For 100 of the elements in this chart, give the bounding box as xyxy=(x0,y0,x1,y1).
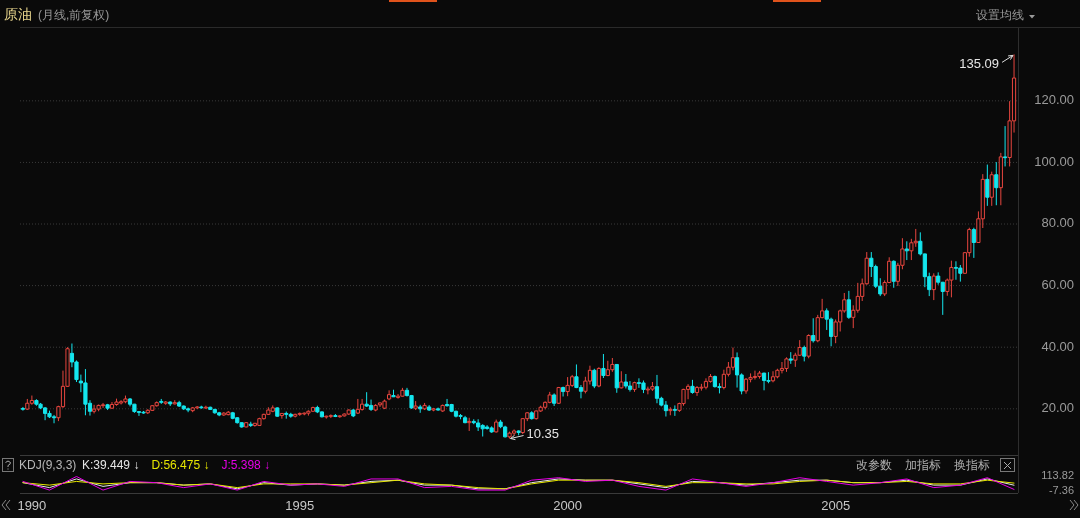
candlestick xyxy=(413,400,418,411)
candlestick xyxy=(601,353,606,379)
candlestick xyxy=(761,372,767,391)
candlestick xyxy=(123,395,128,404)
candlestick xyxy=(592,368,597,389)
candlestick xyxy=(694,385,700,397)
y-tick-label: 60.00 xyxy=(1041,277,1074,293)
candlestick xyxy=(672,404,677,417)
candlestick xyxy=(743,377,749,395)
candlestick xyxy=(418,404,423,414)
candlestick xyxy=(467,417,472,432)
candlestick xyxy=(458,413,463,420)
candlestick xyxy=(802,345,807,362)
candlestick xyxy=(293,413,298,418)
candlestick xyxy=(971,227,976,259)
candlestick xyxy=(257,417,262,427)
candlestick xyxy=(360,398,365,412)
candlestick xyxy=(779,361,785,374)
candlestick xyxy=(105,403,110,411)
candlestick xyxy=(373,403,378,412)
candlestick xyxy=(217,411,222,417)
candlestick xyxy=(391,389,396,398)
candlestick xyxy=(333,413,338,418)
candlestick xyxy=(83,368,88,416)
chart-subtitle: (月线,前复权) xyxy=(38,8,110,22)
candlestick xyxy=(529,410,534,421)
candlestick xyxy=(284,411,289,420)
candlestick xyxy=(511,428,517,437)
candlestick xyxy=(565,376,570,397)
candlestick xyxy=(328,413,333,419)
candlestick xyxy=(619,370,624,389)
candlestick xyxy=(351,408,356,418)
y-tick-label: 40.00 xyxy=(1041,338,1074,354)
candlestick xyxy=(489,425,494,434)
candlestick xyxy=(34,398,39,407)
candlestick xyxy=(109,401,115,410)
chart-title: 原油 xyxy=(4,6,32,22)
series-label: D:56.475 ↓ xyxy=(151,458,210,472)
candlestick xyxy=(811,317,816,344)
candlestick xyxy=(958,264,963,283)
candlestick xyxy=(315,405,320,414)
candlestick xyxy=(891,259,896,289)
candlestick xyxy=(507,431,512,440)
candlestick xyxy=(752,370,758,381)
candlestick xyxy=(422,402,427,411)
candlestick xyxy=(552,392,557,407)
candlestick xyxy=(703,377,709,390)
candlestick xyxy=(324,415,329,420)
candlestick xyxy=(177,400,182,408)
candlestick xyxy=(29,395,34,406)
candlestick xyxy=(248,421,253,428)
candlestick xyxy=(534,410,539,421)
candlestick xyxy=(364,391,369,408)
candlestick xyxy=(181,404,186,411)
candlestick xyxy=(431,407,436,412)
candlestick xyxy=(989,171,994,207)
candlestick xyxy=(47,410,52,419)
x-tick-label: 1990 xyxy=(17,498,47,513)
y-tick-label: 20.00 xyxy=(1041,400,1074,416)
candlestick xyxy=(757,370,762,380)
candlestick xyxy=(288,412,293,419)
candlestick xyxy=(275,406,280,418)
candlestick xyxy=(382,399,387,410)
y-tick-label: 100.00 xyxy=(1034,153,1074,169)
chart-title: KDJ(9,3,3) xyxy=(19,458,77,472)
candlestick xyxy=(141,410,146,415)
candlestick xyxy=(632,381,637,393)
candlestick xyxy=(650,381,655,392)
candlestick xyxy=(168,400,173,407)
candlestick xyxy=(444,398,450,408)
candlestick xyxy=(770,370,776,383)
candlestick xyxy=(226,410,231,416)
candlestick xyxy=(302,412,307,416)
candlestick xyxy=(614,363,619,394)
candlestick xyxy=(494,419,499,434)
candlestick xyxy=(953,260,959,281)
candlestick xyxy=(377,402,383,408)
candlestick xyxy=(114,398,119,407)
candlestick xyxy=(51,414,57,424)
candlestick xyxy=(266,406,271,416)
candlestick xyxy=(641,379,646,394)
y-tick-label: 80.00 xyxy=(1041,215,1074,231)
candlestick xyxy=(560,386,566,397)
candlestick xyxy=(435,407,441,412)
candlestick xyxy=(270,404,275,413)
candlestick xyxy=(150,404,155,412)
candlestick xyxy=(994,161,999,206)
candlestick xyxy=(221,411,226,417)
candlestick xyxy=(636,377,642,389)
candlestick xyxy=(172,399,177,405)
candlestick xyxy=(199,405,204,410)
candlestick xyxy=(306,409,311,417)
candlestick xyxy=(904,240,909,261)
candlestick xyxy=(355,398,360,415)
candlestick xyxy=(96,403,101,412)
candlestick xyxy=(400,387,405,397)
candlestick xyxy=(42,406,48,421)
x-tick-label: 1995 xyxy=(285,498,315,513)
candlestick xyxy=(118,399,124,405)
candlestick xyxy=(279,412,284,420)
